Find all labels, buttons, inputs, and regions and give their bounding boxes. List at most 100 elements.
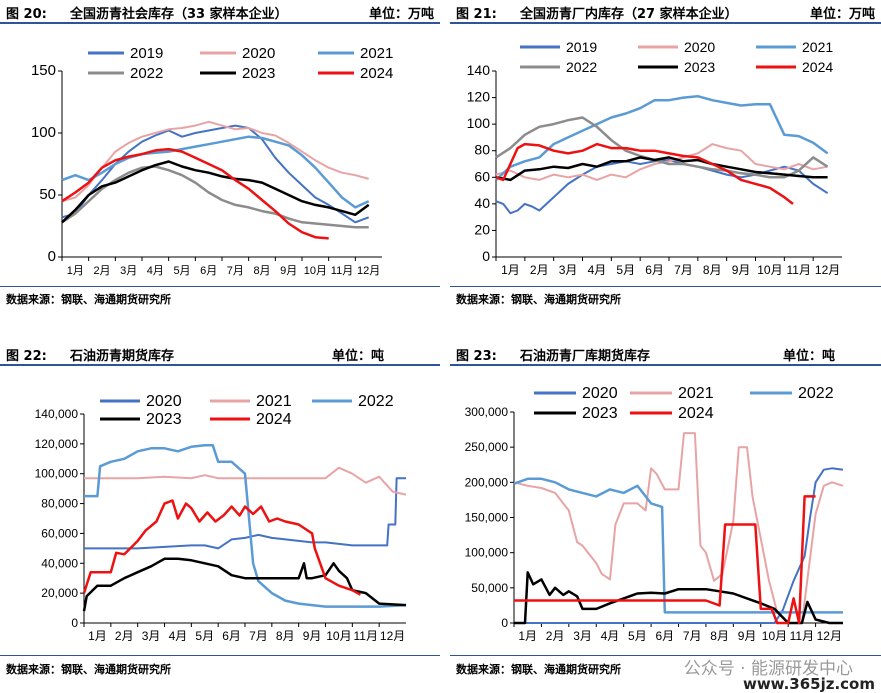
y-tick-label: 100,000	[465, 546, 509, 560]
x-tick-label: 6月	[655, 629, 674, 643]
x-tick-label: 2月	[93, 265, 110, 277]
source-note: 数据来源：钢联、海通期货研究所	[6, 663, 171, 676]
x-tick-label: 2月	[530, 263, 549, 277]
legend-label: 2024	[802, 59, 833, 75]
x-tick-label: 6月	[200, 265, 217, 277]
legend-label: 2024	[678, 405, 714, 422]
x-tick-label: 3月	[120, 265, 137, 277]
unit-label: 单位：吨	[331, 349, 384, 364]
y-tick-label: 150	[31, 62, 56, 79]
x-tick-label: 11月	[790, 629, 814, 643]
series-line-2024	[514, 495, 816, 625]
unit-label: 单位：吨	[782, 349, 835, 364]
x-tick-label: 9月	[280, 265, 297, 277]
y-tick-label: 20,000	[41, 586, 78, 600]
x-tick-label: 8月	[710, 629, 729, 643]
legend-label: 2024	[360, 65, 393, 82]
legend-label: 2019	[130, 45, 163, 62]
y-tick-label: 80,000	[41, 497, 78, 511]
legend-label: 2020	[242, 45, 275, 62]
series-line-2021	[61, 135, 370, 209]
legend-label: 2020	[684, 39, 715, 55]
divider	[0, 286, 440, 287]
y-tick-label: 60	[474, 168, 490, 184]
x-tick-label: 12月	[380, 629, 405, 643]
series-line-2022	[495, 116, 829, 179]
line-chart: 0 50 100 150 1月 2月 3月 4月 5月 6月 7月 8月 9月 10月 11月 12月 2019…	[31, 45, 393, 277]
chart-panel-20: 图 20: 全国沥青社会库存（33 家样本企业） 单位：万吨 0 50 100 150…	[0, 0, 440, 320]
x-tick-label: 1月	[501, 263, 520, 277]
x-tick-label: 4月	[169, 629, 188, 643]
legend-label: 2020	[146, 393, 182, 410]
divider	[450, 286, 881, 287]
x-tick-label: 5月	[173, 265, 190, 277]
series-line-2022	[61, 165, 369, 229]
chart-panel-21: 图 21: 全国沥青厂内库存（27 家样本企业） 单位：万吨 0 20 40 60 80…	[450, 0, 881, 320]
x-tick-label: 7月	[674, 263, 693, 277]
series-line-2022	[513, 477, 843, 614]
x-tick-label: 12月	[357, 265, 380, 277]
y-tick-label: 80	[474, 142, 490, 158]
series-line-2024	[61, 147, 329, 240]
x-tick-label: 1月	[88, 629, 107, 643]
y-tick-label: 40	[474, 195, 490, 211]
x-tick-label: 11月	[331, 265, 353, 277]
y-tick-label: 0	[71, 616, 78, 630]
source-note: 数据来源：钢联、海通期货研究所	[456, 293, 621, 306]
series-line-2021	[495, 94, 829, 181]
series-line-2021	[84, 466, 407, 496]
y-tick-label: 120	[467, 89, 491, 105]
x-tick-label: 10月	[757, 263, 782, 277]
legend-label: 2023	[684, 59, 715, 75]
series-line-2023	[495, 156, 828, 182]
x-tick-label: 3月	[559, 263, 578, 277]
y-tick-label: 40,000	[41, 556, 78, 570]
series-line-2023	[61, 160, 370, 224]
chart-title: 石油沥青厂库期货库存	[520, 349, 651, 364]
figure-number: 图 21:	[456, 7, 497, 22]
x-tick-label: 4月	[147, 265, 164, 277]
x-tick-label: 3月	[142, 629, 161, 643]
x-tick-label: 11月	[354, 629, 378, 643]
chart-title: 全国沥青厂内库存（27 家样本企业）	[520, 7, 738, 22]
series-line-2020	[514, 467, 844, 624]
legend-label: 2021	[802, 39, 833, 55]
watermark-url: www.365jz.com	[742, 675, 875, 693]
chart-title: 石油沥青期货库存	[70, 349, 175, 364]
y-tick-label: 100	[467, 115, 491, 131]
chart-title: 全国沥青社会库存（33 家样本企业）	[70, 7, 288, 22]
x-tick-label: 5月	[616, 263, 635, 277]
x-tick-label: 4月	[588, 263, 607, 277]
series-line-2020	[84, 477, 406, 550]
x-tick-label: 8月	[703, 263, 722, 277]
legend-label: 2022	[358, 393, 394, 410]
y-tick-label: 100	[31, 124, 56, 141]
legend-label: 2019	[566, 39, 597, 55]
series-line-2022	[84, 444, 407, 608]
legend-label: 2023	[146, 411, 182, 428]
x-tick-label: 10月	[304, 265, 327, 277]
y-tick-label: 140	[467, 62, 491, 78]
x-tick-label: 8月	[276, 629, 295, 643]
x-tick-label: 10月	[326, 629, 351, 643]
series-line-2020	[61, 120, 369, 203]
watermark-wechat: 公众号 · 能源研发中心	[683, 659, 853, 679]
legend-label: 2022	[130, 65, 163, 82]
unit-label: 单位：万吨	[809, 7, 875, 22]
figure-number: 图 23:	[456, 349, 497, 364]
panel-header: 图 20: 全国沥青社会库存（33 家样本企业） 单位：万吨	[0, 0, 440, 24]
y-tick-label: 100,000	[35, 467, 79, 481]
y-tick-label: 140,000	[35, 407, 79, 421]
legend-label: 2021	[360, 45, 393, 62]
x-tick-label: 5月	[195, 629, 214, 643]
y-tick-label: 150,000	[465, 511, 509, 525]
legend-label: 2024	[256, 411, 292, 428]
y-tick-label: 0	[48, 248, 56, 265]
x-tick-label: 3月	[573, 629, 592, 643]
y-tick-label: 300,000	[465, 405, 509, 419]
y-tick-label: 200,000	[465, 475, 509, 489]
series-line-2023	[82, 557, 407, 612]
x-tick-label: 6月	[645, 263, 664, 277]
chart-panel-23: 图 23: 石油沥青厂库期货库存 单位：吨 0 50,000 100,000 150,…	[450, 342, 881, 693]
x-tick-label: 12月	[815, 263, 840, 277]
